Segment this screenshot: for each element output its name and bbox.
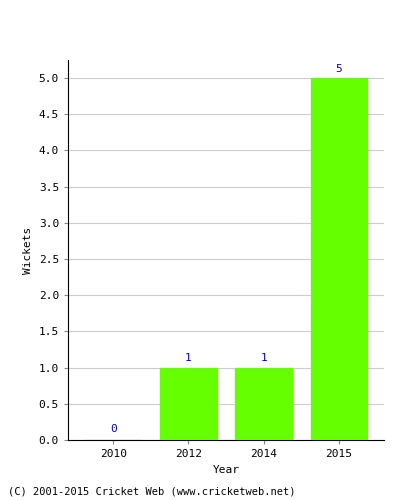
- Text: (C) 2001-2015 Cricket Web (www.cricketweb.net): (C) 2001-2015 Cricket Web (www.cricketwe…: [8, 487, 296, 497]
- X-axis label: Year: Year: [212, 464, 240, 474]
- Bar: [160, 368, 216, 440]
- Bar: [236, 368, 292, 440]
- Bar: [311, 78, 367, 440]
- Y-axis label: Wickets: Wickets: [23, 226, 33, 274]
- Text: 5: 5: [336, 64, 342, 74]
- Text: 1: 1: [260, 354, 267, 364]
- Text: 0: 0: [110, 424, 116, 434]
- Text: 1: 1: [185, 354, 192, 364]
